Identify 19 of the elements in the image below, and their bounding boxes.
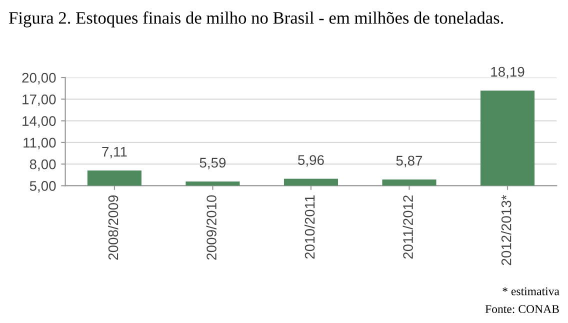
data-label: 5,59: [200, 158, 226, 170]
y-tick-label: 11,00: [24, 138, 56, 150]
data-label: 5,96: [298, 155, 324, 167]
text: * estimativa: [502, 287, 560, 296]
y-tick-label: 8,00: [30, 159, 56, 171]
x-tick-label: 2011/2012: [402, 195, 413, 259]
source-note: Fonte: CONAB: [485, 305, 559, 314]
chart-title: Figura 2. Estoques finais de milho no Brasil - em milhões de toneladas.: [9, 11, 504, 28]
y-tick-label: 5,00: [30, 181, 56, 193]
data-label: 7,11: [102, 146, 127, 158]
y-tick-label: 17,00: [22, 94, 56, 106]
x-tick-label: 2012/2013*: [501, 194, 512, 266]
y-tick-label: 20,00: [22, 72, 56, 84]
y-tick-label: 14,00: [22, 116, 56, 128]
data-label: 18,19: [491, 66, 524, 78]
data-label: 5,87: [396, 156, 422, 168]
x-tick-label: 2010/2011: [304, 195, 315, 259]
x-tick-label: 2008/2009: [108, 195, 118, 260]
x-tick-label: 2009/2010: [206, 195, 216, 260]
